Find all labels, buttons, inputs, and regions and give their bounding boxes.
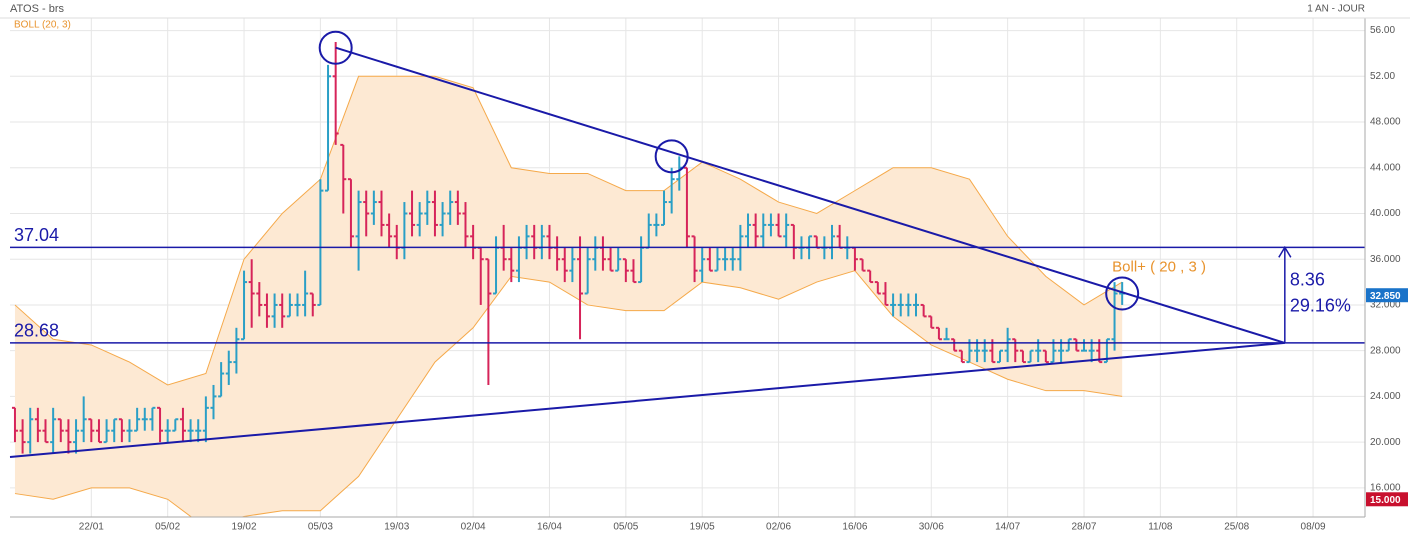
highlight-circle [1105, 276, 1140, 311]
price-tag-label: 32.850 [1370, 291, 1401, 302]
y-tick-label: 24.000 [1370, 391, 1401, 402]
range-change: 8.36 [1290, 270, 1325, 290]
plot-area [10, 18, 1365, 517]
y-tick-label: 28.000 [1370, 345, 1401, 356]
x-tick-label: 25/08 [1224, 522, 1249, 533]
x-tick-label: 16/06 [842, 522, 867, 533]
x-tick-label: 05/05 [613, 522, 638, 533]
level-label: 28.68 [14, 321, 59, 341]
band-fill [14, 76, 1123, 517]
x-tick-label: 28/07 [1071, 522, 1096, 533]
price-tag [1366, 492, 1408, 507]
y-tick-label: 16.000 [1370, 482, 1401, 493]
x-tick-label: 14/07 [995, 522, 1020, 533]
x-tick-label: 05/02 [155, 522, 180, 533]
y-tick-label: 32.000 [1370, 300, 1401, 311]
arrow-head [1278, 245, 1292, 258]
period-label: 1 AN - JOUR [1307, 4, 1365, 15]
boll-label: Boll+ ( 20 , 3 ) [1112, 258, 1206, 275]
trend-line [335, 46, 1286, 344]
x-tick-label: 05/03 [308, 522, 333, 533]
band-upper [14, 75, 1123, 386]
y-tick-label: 40.000 [1370, 208, 1401, 219]
overlay: 37.04 28.68 8.36 29.16% Boll+ ( 20 , 3 ) [9, 30, 1365, 458]
x-tick-label: 19/05 [690, 522, 715, 533]
price-tag [1366, 288, 1408, 303]
y-tick-label: 20.000 [1370, 437, 1401, 448]
x-tick-label: 30/06 [919, 522, 944, 533]
y-tick-label: 44.000 [1370, 162, 1401, 173]
x-tick-label: 02/06 [766, 522, 791, 533]
level-label: 37.04 [14, 225, 59, 245]
band-lower [14, 270, 1123, 517]
x-tick-label: 11/08 [1148, 522, 1173, 533]
highlight-circle [318, 30, 353, 65]
range-change-pct: 29.16% [1290, 295, 1351, 315]
x-tick-label: 19/03 [384, 522, 409, 533]
y-tick-label: 48.000 [1370, 117, 1401, 128]
y-tick-label: 36.000 [1370, 254, 1401, 265]
x-tick-label: 08/09 [1301, 522, 1326, 533]
trend-line [9, 341, 1285, 458]
x-tick-label: 19/02 [232, 522, 257, 533]
x-tick-label: 22/01 [79, 522, 104, 533]
indicator-label: BOLL (20, 3) [14, 20, 71, 31]
x-tick-label: 02/04 [461, 522, 486, 533]
y-tick-label: 52.00 [1370, 71, 1395, 82]
chart-title: ATOS - brs [10, 3, 64, 15]
price-tag-label: 15.000 [1370, 495, 1401, 506]
highlight-circle [654, 139, 689, 174]
y-tick-label: 56.00 [1370, 25, 1395, 36]
x-tick-label: 16/04 [537, 522, 562, 533]
